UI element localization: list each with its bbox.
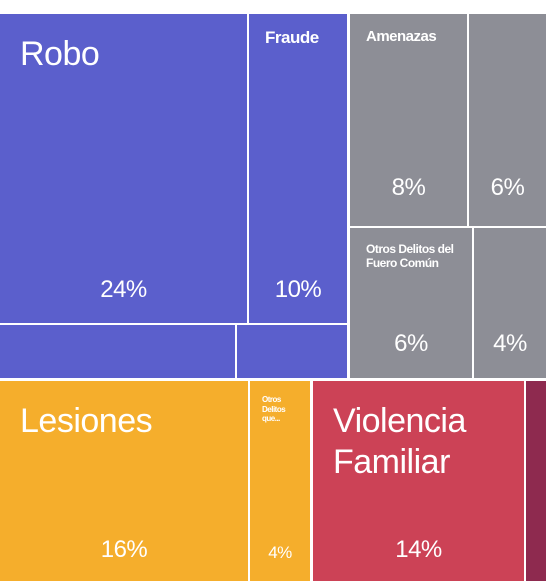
tile: Violencia Familiar 14%: [313, 381, 524, 581]
tile: 6%: [469, 14, 546, 226]
tile: 4%: [474, 228, 546, 378]
tile-label: Otros Delitos del Fuero Común: [366, 242, 454, 271]
tile-label: Robo: [20, 35, 100, 73]
tile: Otros Delitos que... 4%: [250, 381, 310, 581]
value-label: 24%: [100, 276, 147, 303]
tile: Fraude 10%: [249, 14, 347, 323]
tile-label: Otros Delitos que...: [262, 395, 286, 424]
tile-label: Fraude: [265, 28, 319, 47]
value-label: 8%: [391, 174, 426, 201]
value-label: 6%: [394, 330, 428, 357]
tile-label: Amenazas: [366, 28, 437, 45]
tile: Otros Delitos del Fuero Común 6%: [350, 228, 472, 378]
value-label: 6%: [490, 174, 525, 201]
value-label: 4%: [493, 330, 527, 357]
tile: Amenazas 8%: [350, 14, 467, 226]
value-label: 16%: [100, 536, 148, 563]
value-label: 10%: [274, 276, 322, 303]
tile: Lesiones 16%: [0, 381, 248, 581]
value-label: 14%: [395, 536, 442, 563]
tile: [526, 381, 546, 581]
tile: Robo 24%: [0, 14, 247, 323]
tile: [0, 325, 235, 378]
tile: [237, 325, 347, 378]
tile-label: Lesiones: [20, 402, 153, 440]
value-label: 4%: [268, 543, 292, 562]
tile-label: Violencia Familiar: [333, 402, 466, 481]
